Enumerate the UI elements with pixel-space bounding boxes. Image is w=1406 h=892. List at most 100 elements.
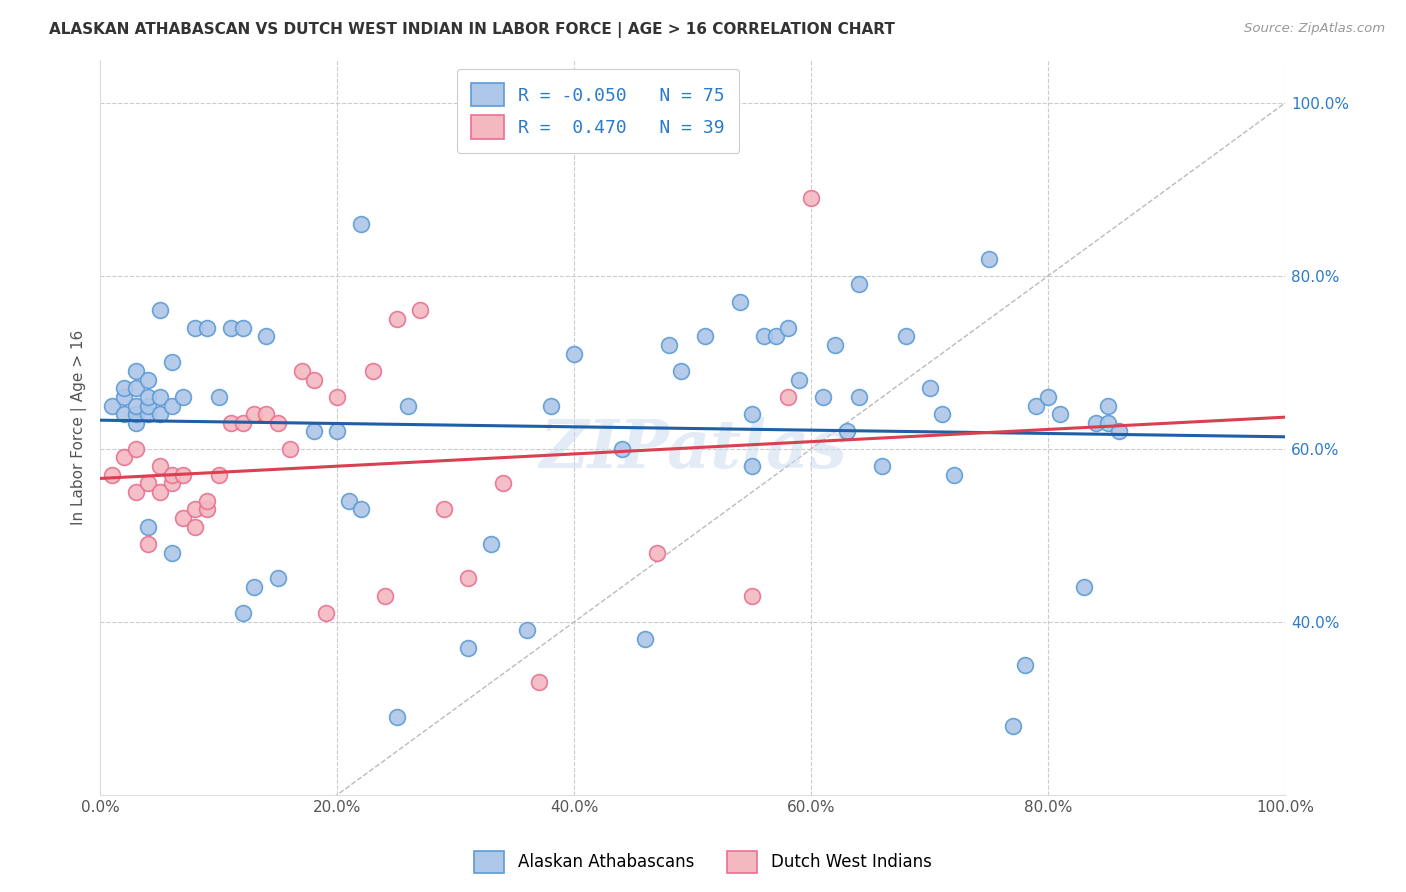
Point	[112, 450, 135, 465]
Point	[315, 606, 337, 620]
Point	[374, 589, 396, 603]
Point	[195, 493, 218, 508]
Point	[1073, 580, 1095, 594]
Point	[195, 502, 218, 516]
Point	[243, 580, 266, 594]
Point	[835, 425, 858, 439]
Point	[728, 294, 751, 309]
Point	[232, 320, 254, 334]
Point	[184, 320, 207, 334]
Point	[149, 303, 172, 318]
Point	[267, 416, 290, 430]
Point	[848, 390, 870, 404]
Point	[172, 467, 194, 482]
Point	[112, 407, 135, 421]
Point	[184, 502, 207, 516]
Y-axis label: In Labor Force | Age > 16: In Labor Force | Age > 16	[72, 329, 87, 524]
Point	[291, 364, 314, 378]
Point	[160, 476, 183, 491]
Text: ALASKAN ATHABASCAN VS DUTCH WEST INDIAN IN LABOR FORCE | AGE > 16 CORRELATION CH: ALASKAN ATHABASCAN VS DUTCH WEST INDIAN …	[49, 22, 896, 38]
Point	[149, 458, 172, 473]
Point	[894, 329, 917, 343]
Point	[125, 416, 148, 430]
Point	[136, 537, 159, 551]
Point	[669, 364, 692, 378]
Point	[1014, 657, 1036, 672]
Point	[752, 329, 775, 343]
Point	[693, 329, 716, 343]
Point	[219, 320, 242, 334]
Point	[433, 502, 456, 516]
Point	[1038, 390, 1060, 404]
Point	[149, 407, 172, 421]
Point	[160, 399, 183, 413]
Point	[800, 191, 823, 205]
Point	[1097, 399, 1119, 413]
Point	[824, 338, 846, 352]
Point	[136, 476, 159, 491]
Point	[149, 485, 172, 500]
Point	[219, 416, 242, 430]
Point	[254, 329, 277, 343]
Point	[125, 399, 148, 413]
Point	[540, 399, 562, 413]
Point	[208, 467, 231, 482]
Text: Source: ZipAtlas.com: Source: ZipAtlas.com	[1244, 22, 1385, 36]
Point	[337, 493, 360, 508]
Point	[1097, 416, 1119, 430]
Point	[457, 640, 479, 655]
Point	[848, 277, 870, 292]
Legend: R = -0.050   N = 75, R =  0.470   N = 39: R = -0.050 N = 75, R = 0.470 N = 39	[457, 69, 740, 153]
Text: ZIPatlas: ZIPatlas	[538, 417, 846, 482]
Point	[564, 346, 586, 360]
Point	[409, 303, 432, 318]
Point	[136, 399, 159, 413]
Point	[172, 390, 194, 404]
Point	[398, 399, 420, 413]
Point	[741, 589, 763, 603]
Point	[1025, 399, 1047, 413]
Point	[1084, 416, 1107, 430]
Point	[385, 312, 408, 326]
Point	[136, 390, 159, 404]
Point	[610, 442, 633, 456]
Point	[125, 364, 148, 378]
Point	[645, 545, 668, 559]
Point	[361, 364, 384, 378]
Point	[789, 373, 811, 387]
Point	[125, 407, 148, 421]
Point	[136, 407, 159, 421]
Point	[112, 390, 135, 404]
Point	[350, 217, 373, 231]
Point	[184, 519, 207, 533]
Point	[101, 467, 124, 482]
Legend: Alaskan Athabascans, Dutch West Indians: Alaskan Athabascans, Dutch West Indians	[468, 845, 938, 880]
Point	[149, 390, 172, 404]
Point	[931, 407, 953, 421]
Point	[302, 373, 325, 387]
Point	[765, 329, 787, 343]
Point	[457, 572, 479, 586]
Point	[658, 338, 681, 352]
Point	[112, 381, 135, 395]
Point	[741, 458, 763, 473]
Point	[136, 519, 159, 533]
Point	[125, 381, 148, 395]
Point	[1108, 425, 1130, 439]
Point	[302, 425, 325, 439]
Point	[350, 502, 373, 516]
Point	[326, 390, 349, 404]
Point	[125, 485, 148, 500]
Point	[527, 675, 550, 690]
Point	[1001, 718, 1024, 732]
Point	[741, 407, 763, 421]
Point	[516, 624, 538, 638]
Point	[977, 252, 1000, 266]
Point	[942, 467, 965, 482]
Point	[326, 425, 349, 439]
Point	[172, 511, 194, 525]
Point	[267, 572, 290, 586]
Point	[243, 407, 266, 421]
Point	[136, 373, 159, 387]
Point	[101, 399, 124, 413]
